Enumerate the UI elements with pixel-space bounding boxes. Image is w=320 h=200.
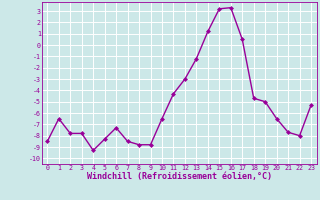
- X-axis label: Windchill (Refroidissement éolien,°C): Windchill (Refroidissement éolien,°C): [87, 172, 272, 181]
